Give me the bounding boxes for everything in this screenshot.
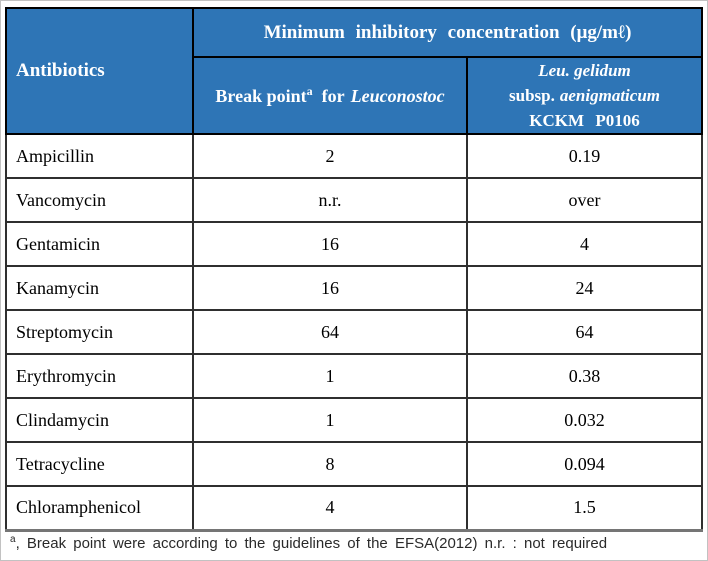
table-row: Chloramphenicol 4 1.5	[5, 485, 704, 531]
mic-span-header: Minimum inhibitory concentration (μg/mℓ)	[191, 7, 704, 58]
footnote-text: , Break point were according to the guid…	[15, 535, 608, 552]
breakpoint-value-cell: n.r.	[192, 177, 468, 223]
breakpoint-column-header: Break pointa for Leuconostoc	[192, 56, 468, 135]
mic-table: Antibiotics Minimum inhibitory concentra…	[5, 7, 704, 532]
breakpoint-value-cell: 64	[192, 309, 468, 355]
antibiotic-name-cell: Chloramphenicol	[5, 485, 194, 531]
strain-column-header: Leu. gelidum subsp. aenigmaticum KCKM P01…	[465, 56, 704, 135]
antibiotic-name-cell: Streptomycin	[5, 309, 194, 355]
breakpoint-value-cell: 16	[192, 265, 468, 311]
table-row: Clindamycin 1 0.032	[5, 397, 704, 443]
antibiotic-name-cell: Ampicillin	[5, 133, 194, 179]
antibiotic-name-cell: Gentamicin	[5, 221, 194, 267]
strain-header-line2: subsp. aenigmaticum	[509, 86, 660, 105]
table-row: Erythromycin 1 0.38	[5, 353, 704, 399]
mic-value-cell: 64	[465, 309, 704, 355]
antibiotic-name-cell: Vancomycin	[5, 177, 194, 223]
header-row-sub: Break pointa for Leuconostoc Leu. gelidum …	[6, 56, 704, 135]
breakpoint-header-genus: Leuconostoc	[350, 86, 445, 106]
breakpoint-value-cell: 1	[192, 397, 468, 443]
breakpoint-header-mid: for	[321, 86, 345, 106]
mic-value-cell: 0.032	[465, 397, 704, 443]
breakpoint-value-cell: 16	[192, 221, 468, 267]
breakpoint-value-cell: 8	[192, 441, 468, 487]
mic-value-cell: 0.094	[465, 441, 704, 487]
table-row: Streptomycin 64 64	[5, 309, 704, 355]
strain-header-line3: KCKM P0106	[529, 111, 640, 130]
breakpoint-header-sup: a	[306, 84, 313, 98]
footnote-sup: a	[10, 534, 16, 545]
mic-value-cell: over	[465, 177, 704, 223]
mic-value-cell: 24	[465, 265, 704, 311]
breakpoint-value-cell: 1	[192, 353, 468, 399]
table-row: Gentamicin 16 4	[5, 221, 704, 267]
antibiotic-name-cell: Erythromycin	[5, 353, 194, 399]
antibiotic-name-cell: Clindamycin	[5, 397, 194, 443]
footnote: a, Break point were according to the gui…	[10, 534, 702, 552]
table-row: Ampicillin 2 0.19	[5, 133, 704, 179]
breakpoint-header-text: Break point	[215, 86, 307, 106]
table-row: Tetracycline 8 0.094	[5, 441, 704, 487]
strain-header-line1: Leu. gelidum	[538, 61, 631, 80]
antibiotic-name-cell: Tetracycline	[5, 441, 194, 487]
header-row-top: Antibiotics Minimum inhibitory concentra…	[5, 7, 704, 135]
antibiotics-column-header: Antibiotics	[5, 7, 194, 135]
table-row: Vancomycin n.r. over	[5, 177, 704, 223]
mic-value-cell: 1.5	[465, 485, 704, 531]
antibiotic-name-cell: Kanamycin	[5, 265, 194, 311]
mic-value-cell: 0.19	[465, 133, 704, 179]
mic-value-cell: 0.38	[465, 353, 704, 399]
breakpoint-value-cell: 4	[192, 485, 468, 531]
breakpoint-value-cell: 2	[192, 133, 468, 179]
mic-value-cell: 4	[465, 221, 704, 267]
table-row: Kanamycin 16 24	[5, 265, 704, 311]
